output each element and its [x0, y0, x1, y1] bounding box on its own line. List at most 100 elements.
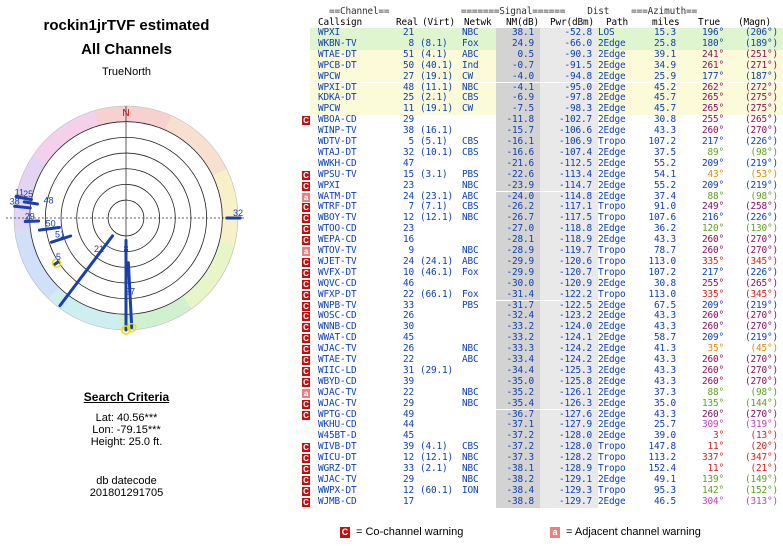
table-row[interactable]: KDKA-DT 25 (2.1) CBS -6.9 -97.8 2Edge 45.7 265° (…	[310, 92, 783, 105]
table-row[interactable]: C WPSU-TV 15 (3.1) PBS -22.6 -113.4 2Edge 54.1 43…	[302, 168, 783, 181]
table-row[interactable]: W45BT-D 45 -37.2 -128.0 2Edge 39.0 3° (13°)	[310, 430, 783, 443]
real-channel-cell: 11	[403, 103, 414, 115]
path-cell: 2Edge	[598, 146, 626, 158]
table-row[interactable]: WPCB-DT 50 (40.1) Ind -0.7 -91.5 2Edge 34.9 261°…	[310, 59, 783, 72]
table-row[interactable]: C WEPA-CD 16 -28.1 -118.9 2Edge 43.3 260° (270°)	[302, 234, 783, 246]
table-row[interactable]: C WWAT-CD 45 -33.2 -124.1 2Edge 58.7 209° (219°)	[302, 332, 783, 345]
network-cell: CBS	[462, 136, 479, 147]
table-row[interactable]: a WATM-DT 24 (23.1) ABC -24.0 -114.8 2Edge 37.4 8…	[302, 190, 783, 203]
table-row[interactable]: C WJAC-TV 29 NBC -38.2 -129.1 2Edge 49.1 139° (14…	[302, 473, 783, 486]
azimuth-magn-cell: (149°)	[745, 473, 778, 485]
azimuth-magn-cell: (272°)	[745, 81, 778, 93]
table-row[interactable]: C WBYD-CD 39 -35.0 -125.8 2Edge 43.3 260° (270°)	[302, 376, 783, 388]
azimuth-true-cell: 120°	[702, 223, 724, 235]
station-channel-label: 21	[94, 244, 104, 254]
table-row[interactable]: WTAJ-DT 32 (10.1) CBS -16.6 -107.4 2Edge 37.5 89…	[310, 146, 783, 159]
callsign-cell: WVFX-DT	[318, 266, 357, 278]
callsign-cell: WPXI	[318, 27, 340, 38]
power-dbm-cell: -122.2	[559, 288, 592, 300]
table-row[interactable]: a WJAC-TV 22 NBC -35.2 -126.1 2Edge 37.3 88° (98°…	[302, 386, 783, 399]
table-row[interactable]: WPXI 21 NBC 38.1 -52.8 LOS 15.3 196° (206°)	[310, 27, 783, 39]
azimuth-magn-cell: (270°)	[745, 310, 778, 322]
callsign-cell: WPSU-TV	[318, 168, 357, 180]
distance-cell: 15.3	[654, 27, 676, 38]
table-row[interactable]: C WIIC-LD 31 (29.1) -34.4 -125.3 2Edge 43.3 260°…	[302, 364, 783, 377]
table-row[interactable]: C WPXI 23 NBC -23.9 -114.7 2Edge 55.2 209° (219°)	[302, 179, 783, 192]
adjacent-channel-legend: a = Adjacent channel warning	[550, 526, 701, 538]
path-cell: 2Edge	[598, 397, 626, 409]
table-row[interactable]: a WTOV-TV 9 NBC -28.9 -119.7 Tropo 78.7 260° (270…	[302, 245, 783, 257]
table-row[interactable]: C WNPB-TV 33 PBS -31.7 -122.5 2Edge 67.5 209° (21…	[302, 299, 783, 312]
azimuth-magn-cell: (98°)	[750, 386, 779, 398]
azimuth-true-cell: 180°	[702, 37, 724, 49]
network-cell: ABC	[462, 255, 479, 267]
azimuth-magn-cell: (226°)	[745, 266, 778, 278]
power-dbm-cell: -95.0	[564, 81, 593, 93]
azimuth-true-cell: 260°	[702, 321, 724, 333]
col-path: Path	[606, 17, 628, 28]
nm-db-cell: -33.2	[506, 332, 535, 344]
table-row[interactable]: WDTV-DT 5 (5.1) CBS -16.1 -106.9 Tropo 107.2 217…	[310, 136, 783, 148]
table-row[interactable]: WKHU-CD 44 -37.1 -127.9 2Edge 25.7 309° (319°)	[310, 419, 783, 432]
azimuth-magn-cell: (319°)	[745, 419, 778, 431]
table-row[interactable]: WINP-TV 38 (16.1) -15.7 -106.6 2Edge 43.3 260° (…	[310, 125, 783, 137]
adjacent-channel-warning-icon: a	[550, 526, 560, 538]
azimuth-magn-cell: (270°)	[745, 245, 778, 256]
table-row[interactable]: C WBOA-CD 29 -11.8 -102.7 2Edge 30.8 255° (265°)	[302, 114, 783, 127]
table-row[interactable]: C WTOO-CD 23 -27.0 -118.8 2Edge 36.2 120° (130°)	[302, 223, 783, 236]
table-row[interactable]: C WIVB-DT 39 (4.1) CBS -37.2 -128.0 Tropo 147.8 1…	[302, 441, 783, 454]
table-row[interactable]: WPCW 11 (19.1) CW -7.5 -98.3 2Edge 45.7 265° (275…	[310, 103, 783, 116]
callsign-cell: WICU-DT	[318, 452, 357, 464]
real-channel-cell: 5	[408, 136, 415, 147]
table-row[interactable]: WKBN-TV 8 (8.1) Fox 24.9 -66.0 2Edge 25.8 180° (1…	[310, 37, 783, 50]
virtual-channel-cell: (19.1)	[420, 103, 453, 115]
azimuth-true-cell: 216°	[702, 212, 724, 224]
table-row[interactable]: C WOSC-CD 26 -32.4 -123.2 2Edge 43.3 260° (270°)	[302, 310, 783, 323]
network-cell: NBC	[462, 397, 479, 409]
real-channel-cell: 46	[403, 277, 414, 289]
path-cell: 2Edge	[598, 70, 626, 82]
table-row[interactable]: C WQVC-CD 46 -30.0 -120.9 2Edge 30.8 255° (265°)	[302, 277, 783, 290]
power-dbm-cell: -112.5	[559, 157, 592, 169]
callsign-cell: WJAC-TV	[318, 386, 357, 398]
azimuth-true-cell: 337°	[702, 452, 724, 464]
table-row[interactable]: WPXI-DT 48 (11.1) NBC -4.1 -95.0 2Edge 45.2 262°…	[310, 81, 783, 94]
table-row[interactable]: WTAE-DT 51 (4.1) ABC 0.5 -90.3 2Edge 39.1 241° (2…	[310, 49, 783, 61]
co-channel-warning-icon: C	[302, 366, 310, 376]
co-channel-warning-icon: C	[302, 290, 310, 300]
nm-db-cell: -26.7	[506, 212, 535, 224]
power-dbm-cell: -114.7	[559, 179, 592, 191]
virtual-channel-cell: (5.1)	[420, 136, 448, 147]
table-group-header: ==Channel== =======Signal====== Dist ===…	[318, 6, 698, 17]
nm-db-cell: -22.6	[506, 168, 535, 180]
table-row[interactable]: WPCW 27 (19.1) CW -4.0 -94.8 2Edge 25.9 177° (187…	[310, 70, 783, 83]
callsign-cell: WFXP-DT	[318, 288, 357, 300]
azimuth-magn-cell: (219°)	[745, 332, 778, 344]
table-row[interactable]: C WBOY-TV 12 (12.1) NBC -26.7 -117.5 Tropo 107.6…	[302, 212, 783, 225]
co-channel-warning-icon: C	[340, 526, 350, 538]
azimuth-magn-cell: (219°)	[745, 299, 778, 311]
virtual-channel-cell: (2.1)	[420, 92, 448, 104]
table-row[interactable]: C WFXP-DT 22 (66.1) Fox -31.4 -122.2 Tropo 113.0…	[302, 288, 783, 301]
table-row[interactable]: C WPTG-CD 49 -36.7 -127.6 2Edge 43.3 260° (270°)	[302, 409, 783, 421]
table-row[interactable]: C WJET-TV 24 (24.1) ABC -29.9 -120.6 Tropo 113.0…	[302, 255, 783, 268]
nm-db-cell: -0.7	[512, 59, 534, 71]
table-row[interactable]: C WJAC-TV 26 NBC -33.3 -124.2 2Edge 41.3 35° (45°…	[302, 343, 783, 355]
table-row[interactable]: C WGRZ-DT 33 (2.1) NBC -38.1 -128.9 Tropo 152.4 1…	[302, 463, 783, 475]
table-row[interactable]: C WICU-DT 12 (12.1) NBC -37.3 -128.2 Tropo 113.2…	[302, 452, 783, 464]
co-channel-warning-icon: C	[302, 257, 310, 267]
table-row[interactable]: C WWPX-DT 12 (60.1) ION -38.4 -129.3 Tropo 95.3 1…	[302, 485, 783, 497]
azimuth-true-cell: 88°	[707, 190, 725, 202]
table-row[interactable]: C WTAE-TV 22 ABC -33.4 -124.2 2Edge 43.3 260° (27…	[302, 354, 783, 366]
table-row[interactable]: C WJMB-CD 17 -38.8 -129.7 2Edge 46.5 304° (313°)	[302, 496, 783, 508]
table-row[interactable]: C WJAC-TV 29 NBC -35.4 -126.3 2Edge 35.0 135° (14…	[302, 397, 783, 410]
azimuth-true-cell: 309°	[702, 419, 724, 431]
table-row[interactable]: C WTRF-DT 7 (7.1) CBS -26.2 -117.1 Tropo 91.0 249…	[302, 201, 783, 214]
table-row[interactable]: WWKH-CD 47 -21.6 -112.5 2Edge 55.2 209° (219°)	[310, 157, 783, 170]
table-row[interactable]: C WNNB-CD 30 -33.2 -124.0 2Edge 43.3 260° (270°)	[302, 321, 783, 334]
azimuth-magn-cell: (53°)	[750, 168, 779, 180]
table-row[interactable]: C WVFX-DT 10 (46.1) Fox -29.9 -120.7 Tropo 107.2…	[302, 266, 783, 279]
azimuth-true-cell: 260°	[702, 364, 724, 376]
azimuth-magn-cell: (144°)	[745, 397, 778, 409]
